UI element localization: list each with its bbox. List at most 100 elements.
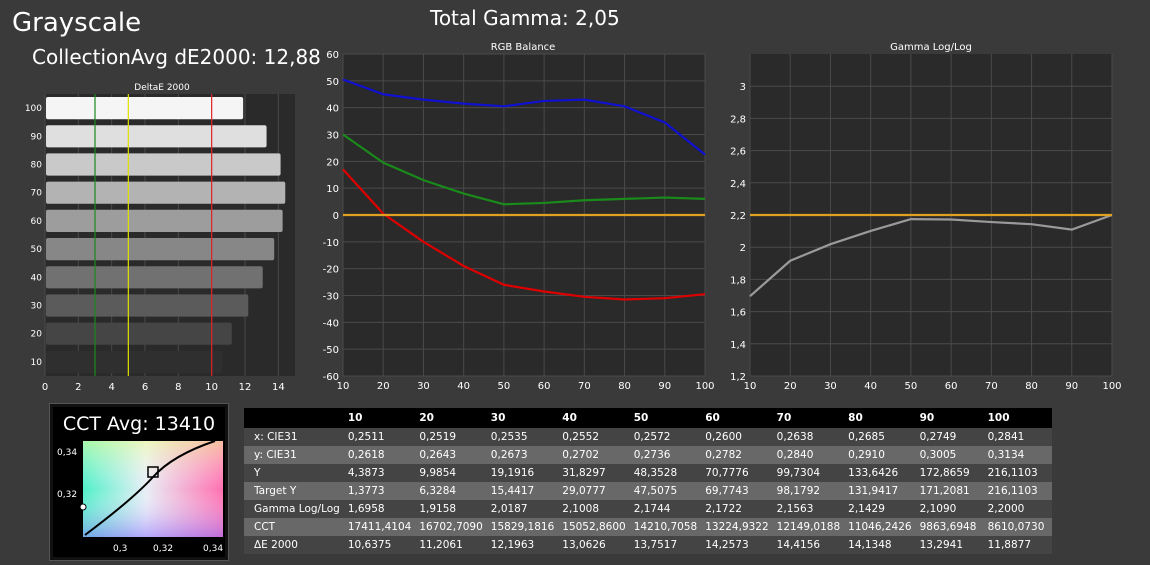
deltae-x-tick: 4: [108, 382, 114, 393]
table-header-cell: 70: [772, 408, 845, 428]
table-cell: 0,3134: [983, 446, 1052, 464]
table-row-label: CCT: [244, 518, 344, 536]
table-cell: 1,6958: [343, 500, 416, 518]
table-header-cell: 10: [343, 408, 416, 428]
rgb-x-tick: 80: [618, 381, 631, 392]
table-cell: 12,1963: [486, 536, 559, 554]
gam-y-tick: 1,4: [730, 340, 746, 351]
table-cell: 0,2840: [772, 446, 845, 464]
target-whitepoint-marker: [147, 466, 159, 478]
rgb-x-tick: 40: [457, 381, 470, 392]
cie-y-tick: 0,32: [57, 490, 77, 500]
cie-diagram: 0,34 0,32 0,3 0,32 0,34: [57, 440, 223, 554]
table-cell: 8610,0730: [983, 518, 1052, 536]
table-row: y: CIE31 0,2618 0,2643 0,2673 0,2702 0,2736 0,…: [244, 446, 1052, 464]
table-cell: 14210,7058: [629, 518, 702, 536]
deltae-x-tick: 14: [272, 382, 285, 393]
table-header-cell: 100: [983, 408, 1052, 428]
table-cell: 2,1090: [915, 500, 984, 518]
table-cell: 2,1744: [629, 500, 702, 518]
table-header-row: 10 20 30 40 50 60 70 80 90 100: [244, 408, 1052, 428]
measured-point-marker: [79, 503, 87, 511]
table-cell: 11,8877: [983, 536, 1052, 554]
gam-x-tick: 70: [985, 381, 998, 392]
deltae-y-tick: 20: [31, 330, 43, 340]
table-row: CCT 17411,4104 16702,7090 15829,1816 15052,8…: [244, 518, 1052, 536]
table-cell: 16702,7090: [415, 518, 487, 536]
table-row-label: Target Y: [244, 482, 344, 500]
table-header-cell: 90: [915, 408, 984, 428]
table-cell: 98,1792: [772, 482, 845, 500]
table-cell: 15052,8600: [558, 518, 630, 536]
rgb-y-tick: 40: [326, 104, 339, 115]
deltae-y-tick: 60: [31, 217, 43, 227]
table-row: Target Y 1,3773 6,3284 15,4417 29,0777 47,507…: [244, 482, 1052, 500]
gam-y-tick: 2,2: [730, 211, 746, 222]
table-row: ΔE 2000 10,6375 11,2061 12,1963 13,0626 13,75…: [244, 536, 1052, 554]
rgb-y-tick: 50: [326, 77, 339, 88]
table-cell: 47,5075: [629, 482, 702, 500]
gam-x-tick: 60: [945, 381, 958, 392]
table-row-label: Gamma Log/Log: [244, 500, 344, 518]
gam-x-tick: 50: [905, 381, 918, 392]
rgb-x-tick: 100: [695, 381, 714, 392]
rgb-y-tick: -40: [323, 318, 339, 329]
table-cell: 0,2841: [983, 428, 1052, 446]
table-cell: 48,3528: [629, 464, 702, 482]
table-cell: 0,2643: [415, 446, 487, 464]
table-cell: 0,2519: [415, 428, 487, 446]
gam-x-tick: 80: [1025, 381, 1038, 392]
table-cell: 216,1103: [983, 482, 1052, 500]
cie-x-tick: 0,34: [203, 544, 223, 554]
deltae-y-tick: 100: [25, 104, 42, 114]
table-cell: 9,9854: [415, 464, 487, 482]
table-cell: 133,6426: [844, 464, 916, 482]
table-cell: 4,3873: [343, 464, 416, 482]
gam-series-line: [749, 213, 1113, 298]
table-cell: 19,1916: [486, 464, 559, 482]
rgb-y-tick: -30: [323, 292, 339, 303]
table-cell: 70,7776: [701, 464, 773, 482]
table-cell: 99,7304: [772, 464, 845, 482]
table-cell: 0,2673: [486, 446, 559, 464]
table-cell: 0,2702: [558, 446, 630, 464]
rgb-y-tick: 0: [333, 211, 339, 222]
rgb-y-tick: -60: [323, 372, 339, 383]
gam-y-tick: 1,8: [730, 275, 746, 286]
deltae-bar: [46, 238, 275, 261]
rgb-y-tick: 20: [326, 157, 339, 168]
gam-y-tick: 2,6: [730, 147, 746, 158]
table-cell: 171,2081: [915, 482, 984, 500]
rgb-chart-title: RGB Balance: [491, 42, 556, 53]
table-cell: 0,2600: [701, 428, 773, 446]
table-cell: 69,7743: [701, 482, 773, 500]
deltae-x-tick: 8: [175, 382, 181, 393]
rgb-x-tick: 90: [658, 381, 671, 392]
rgb-x-tick: 70: [578, 381, 591, 392]
table-cell: 0,2685: [844, 428, 916, 446]
gam-x-tick: 10: [744, 381, 757, 392]
cie-y-tick: 0,34: [57, 448, 77, 458]
deltae-y-tick: 40: [31, 273, 43, 283]
rgb-x-tick: 20: [377, 381, 390, 392]
deltae-bar: [46, 322, 232, 345]
table-cell: 9863,6948: [915, 518, 984, 536]
table-header-cell: 40: [558, 408, 630, 428]
table-cell: 2,1008: [558, 500, 630, 518]
table-header-cell: 20: [415, 408, 487, 428]
table-header-cell: 60: [701, 408, 773, 428]
deltae-y-tick: 10: [31, 358, 43, 368]
gam-y-tick: 2,4: [730, 179, 746, 190]
deltae-chart-title: DeltaE 2000: [134, 83, 190, 93]
table-row-label: Y: [244, 464, 344, 482]
gam-y-tick: 1,2: [730, 372, 746, 383]
deltae-x-tick: 2: [75, 382, 81, 393]
table-cell: 0,3005: [915, 446, 984, 464]
table-cell: 2,1429: [844, 500, 916, 518]
deltae-y-tick: 80: [31, 161, 43, 171]
table-cell: 131,9417: [844, 482, 916, 500]
total-gamma-label: Total Gamma: 2,05: [430, 6, 620, 30]
table-row: Y 4,3873 9,9854 19,1916 31,8297 48,3528 70,777…: [244, 464, 1052, 482]
rgb-x-tick: 10: [337, 381, 350, 392]
table-cell: 0,2749: [915, 428, 984, 446]
